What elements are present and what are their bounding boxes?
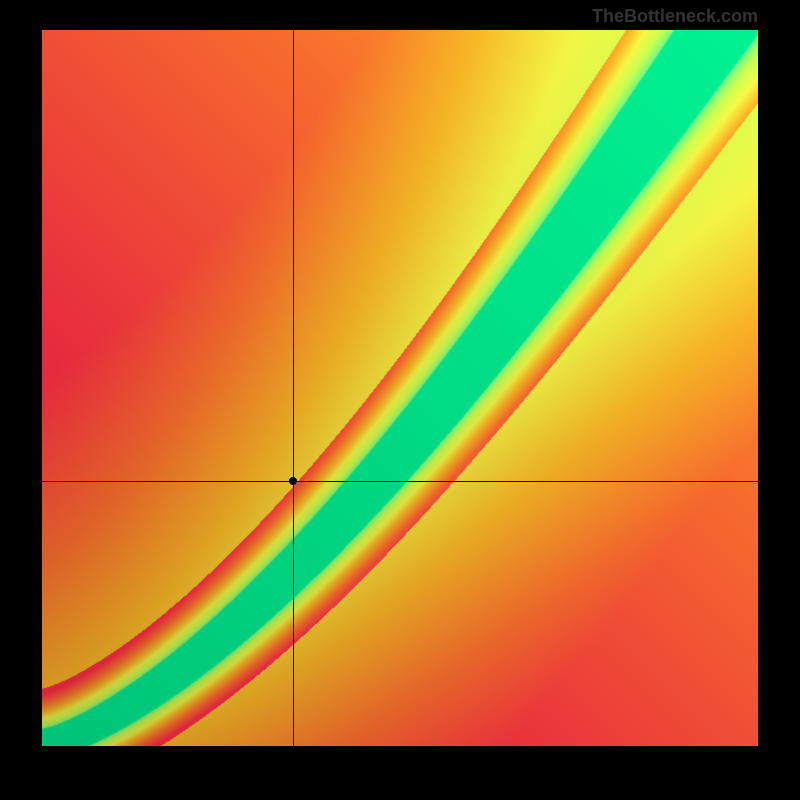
crosshair-vertical (293, 30, 294, 746)
watermark-text: TheBottleneck.com (592, 6, 758, 27)
crosshair-marker (289, 477, 297, 485)
plot-area (42, 30, 758, 746)
crosshair-horizontal (42, 481, 758, 482)
heatmap-canvas (42, 30, 758, 746)
